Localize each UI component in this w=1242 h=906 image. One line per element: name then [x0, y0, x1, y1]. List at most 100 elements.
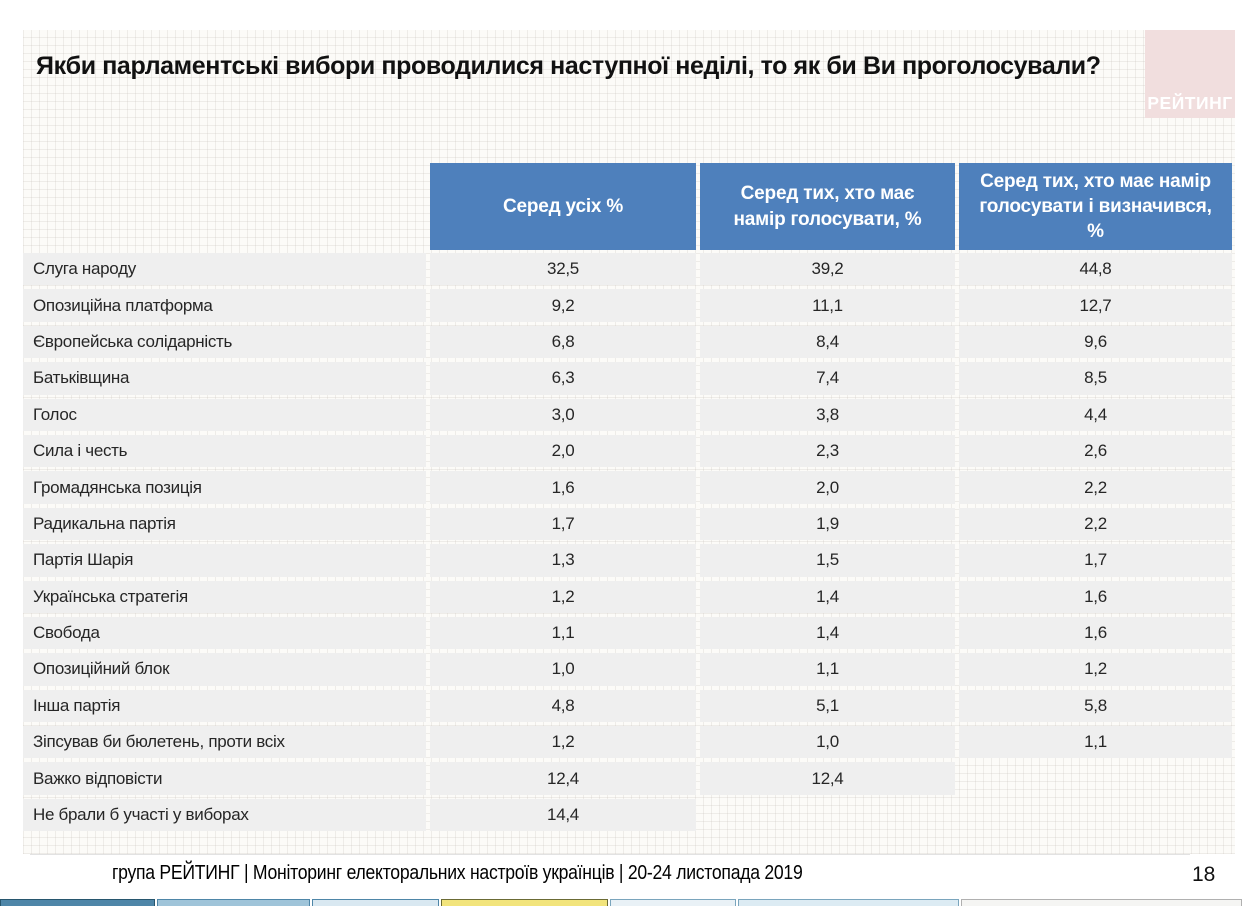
- value-decided: 1,7: [959, 544, 1232, 577]
- page-title: Якби парламентські вибори проводилися на…: [36, 52, 1101, 80]
- party-name: Батьківщина: [23, 362, 426, 395]
- value-all: 32,5: [430, 253, 696, 286]
- value-intend: 3,8: [700, 398, 955, 431]
- value-all: 1,2: [430, 580, 696, 613]
- footer-divider: [30, 854, 1190, 855]
- table-row: Громадянська позиція 1,6 2,0 2,2: [23, 471, 1232, 504]
- value-decided: 9,6: [959, 325, 1232, 359]
- table-row: Опозиційна платформа 9,2 11,1 12,7: [23, 289, 1232, 322]
- value-intend: 12,4: [700, 762, 955, 795]
- value-intend: 7,4: [700, 362, 955, 395]
- table-row: Зіпсував би бюлетень, проти всіх 1,2 1,0…: [23, 726, 1232, 759]
- party-name: Не брали б участі у виборах: [23, 798, 426, 832]
- table-row: Інша партія 4,8 5,1 5,8: [23, 689, 1232, 723]
- page-number: 18: [1192, 863, 1216, 886]
- value-all: 3,0: [430, 398, 696, 431]
- party-name: Партія Шарія: [23, 544, 426, 577]
- table-row: Партія Шарія 1,3 1,5 1,7: [23, 544, 1232, 577]
- table-row: Батьківщина 6,3 7,4 8,5: [23, 362, 1232, 395]
- table-row: Європейська солідарність 6,8 8,4 9,6: [23, 325, 1232, 359]
- value-intend: 1,0: [700, 726, 955, 759]
- value-decided: 1,6: [959, 580, 1232, 613]
- value-decided-empty: [959, 799, 1232, 831]
- party-name: Опозиційна платформа: [23, 289, 426, 322]
- value-decided: 12,7: [959, 289, 1232, 322]
- party-name: Європейська солідарність: [23, 325, 426, 359]
- value-intend: 2,0: [700, 471, 955, 504]
- value-all: 1,2: [430, 726, 696, 759]
- value-intend: 1,4: [700, 616, 955, 650]
- table-row: Важко відповісти 12,4 12,4: [23, 762, 1232, 795]
- value-intend: 8,4: [700, 325, 955, 359]
- table-row: Голос 3,0 3,8 4,4: [23, 398, 1232, 431]
- party-name: Важко відповісти: [23, 762, 426, 795]
- value-all: 4,8: [430, 689, 696, 723]
- value-all: 1,1: [430, 616, 696, 650]
- party-name: Слуга народу: [23, 253, 426, 286]
- value-all: 1,7: [430, 507, 696, 541]
- party-name: Зіпсував би бюлетень, проти всіх: [23, 726, 426, 759]
- party-name: Голос: [23, 398, 426, 431]
- table-row: Радикальна партія 1,7 1,9 2,2: [23, 507, 1232, 541]
- party-name: Радикальна партія: [23, 507, 426, 541]
- value-decided: 8,5: [959, 362, 1232, 395]
- party-name: Опозиційний блок: [23, 653, 426, 686]
- window-edge-segment[interactable]: [312, 899, 439, 906]
- window-edge-segment[interactable]: [441, 899, 608, 906]
- party-name: Сила і честь: [23, 434, 426, 468]
- value-all: 6,3: [430, 362, 696, 395]
- poll-results-table: Серед усіх % Серед тих, хто має намір го…: [23, 163, 1232, 835]
- value-decided-empty: [959, 762, 1232, 794]
- value-intend-empty: [700, 799, 955, 831]
- table-header-row: Серед усіх % Серед тих, хто має намір го…: [23, 163, 1232, 250]
- column-header-decided: Серед тих, хто має намір голосувати і ви…: [959, 163, 1232, 250]
- value-intend: 2,3: [700, 434, 955, 468]
- table-row: Свобода 1,1 1,4 1,6: [23, 616, 1232, 650]
- value-intend: 39,2: [700, 253, 955, 286]
- footer-source-text: група РЕЙТИНГ | Моніторинг електоральних…: [112, 862, 803, 884]
- value-decided: 1,2: [959, 653, 1232, 686]
- value-intend: 1,1: [700, 653, 955, 686]
- table-row: Не брали б участі у виборах 14,4: [23, 798, 1232, 832]
- value-intend: 1,9: [700, 507, 955, 541]
- value-decided: 2,2: [959, 507, 1232, 541]
- rating-group-logo-label: РЕЙТИНГ: [1147, 93, 1233, 113]
- column-header-intend: Серед тих, хто має намір голосувати, %: [700, 163, 955, 250]
- table-row: Слуга народу 32,5 39,2 44,8: [23, 253, 1232, 286]
- value-all: 14,4: [430, 798, 696, 832]
- value-all: 9,2: [430, 289, 696, 322]
- party-name: Громадянська позиція: [23, 471, 426, 504]
- value-intend: 11,1: [700, 289, 955, 322]
- value-all: 12,4: [430, 762, 696, 795]
- value-decided: 5,8: [959, 689, 1232, 723]
- table-row: Опозиційний блок 1,0 1,1 1,2: [23, 653, 1232, 686]
- value-decided: 2,6: [959, 434, 1232, 468]
- value-all: 2,0: [430, 434, 696, 468]
- bottom-strip: [0, 899, 1242, 906]
- rating-group-logo: РЕЙТИНГ: [1145, 30, 1235, 118]
- party-name: Українська стратегія: [23, 580, 426, 613]
- value-decided: 44,8: [959, 253, 1232, 286]
- value-decided: 1,1: [959, 726, 1232, 759]
- value-decided: 2,2: [959, 471, 1232, 504]
- window-edge-segment[interactable]: [610, 899, 736, 906]
- table-row: Українська стратегія 1,2 1,4 1,6: [23, 580, 1232, 613]
- value-all: 6,8: [430, 325, 696, 359]
- value-decided: 4,4: [959, 398, 1232, 431]
- value-all: 1,3: [430, 544, 696, 577]
- value-all: 1,6: [430, 471, 696, 504]
- window-edge-segment[interactable]: [961, 899, 1242, 906]
- window-edge-segment[interactable]: [0, 899, 155, 906]
- value-all: 1,0: [430, 653, 696, 686]
- value-intend: 1,4: [700, 580, 955, 613]
- value-intend: 1,5: [700, 544, 955, 577]
- window-edge-segment[interactable]: [157, 899, 310, 906]
- table-row: Сила і честь 2,0 2,3 2,6: [23, 434, 1232, 468]
- value-intend: 5,1: [700, 689, 955, 723]
- table-header-spacer: [23, 163, 426, 250]
- value-decided: 1,6: [959, 616, 1232, 650]
- window-edge-segment[interactable]: [738, 899, 959, 906]
- column-header-all: Серед усіх %: [430, 163, 696, 250]
- party-name: Свобода: [23, 616, 426, 650]
- party-name: Інша партія: [23, 689, 426, 723]
